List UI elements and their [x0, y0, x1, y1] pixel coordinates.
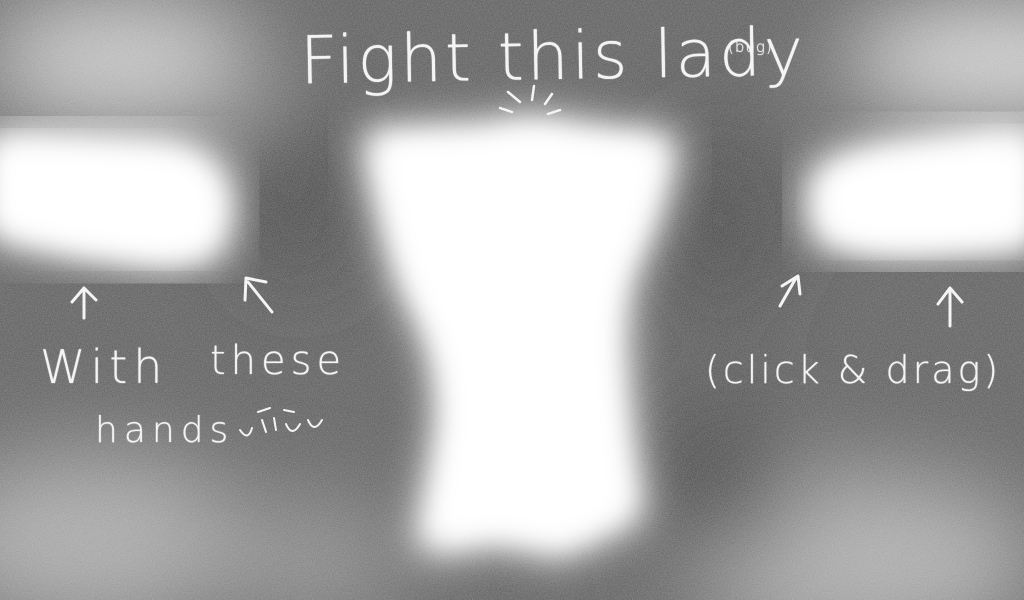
instruction-click-drag: (click & drag) — [705, 348, 1002, 392]
left-hand[interactable] — [0, 130, 235, 270]
lady-silhouette[interactable] — [360, 117, 680, 561]
up-arrow-icon — [243, 276, 274, 314]
up-arrow-icon — [70, 286, 98, 320]
title-note: (bug) — [728, 38, 773, 56]
instruction-hands: hands — [95, 410, 235, 451]
up-arrow-icon — [778, 274, 802, 308]
page-title: Fight this lady — [299, 13, 807, 100]
up-arrow-icon — [936, 286, 964, 328]
sparkle-marks-icon — [498, 84, 562, 116]
right-hand[interactable] — [805, 125, 1024, 259]
instruction-these: these — [210, 338, 347, 384]
instruction-with: With — [40, 340, 169, 394]
sparkle-marks-small-icon — [239, 407, 323, 437]
